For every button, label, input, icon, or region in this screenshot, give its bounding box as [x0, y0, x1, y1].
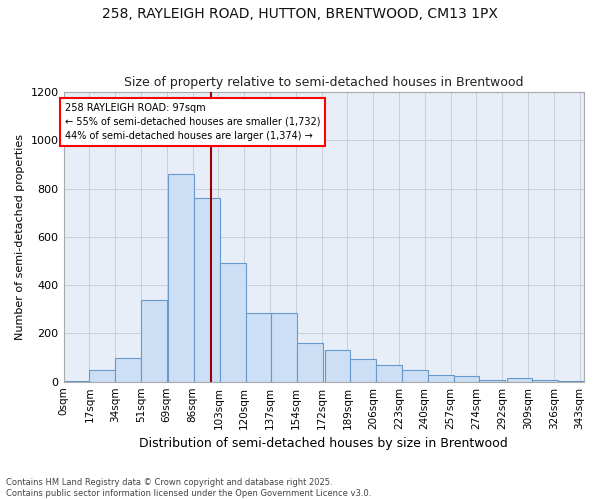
Bar [325, 350, 350, 382]
Bar [115, 358, 141, 382]
Bar [454, 376, 479, 382]
Bar [479, 380, 505, 382]
Bar [245, 313, 271, 382]
Bar [532, 380, 558, 382]
Bar [271, 313, 297, 382]
Bar [350, 359, 376, 382]
Bar [64, 381, 89, 382]
Bar [297, 343, 323, 382]
Text: 258, RAYLEIGH ROAD, HUTTON, BRENTWOOD, CM13 1PX: 258, RAYLEIGH ROAD, HUTTON, BRENTWOOD, C… [102, 8, 498, 22]
Bar [376, 365, 402, 382]
X-axis label: Distribution of semi-detached houses by size in Brentwood: Distribution of semi-detached houses by … [139, 437, 508, 450]
Bar [428, 375, 454, 382]
Y-axis label: Number of semi-detached properties: Number of semi-detached properties [15, 134, 25, 340]
Bar [506, 378, 532, 382]
Bar [89, 370, 115, 382]
Text: Contains HM Land Registry data © Crown copyright and database right 2025.
Contai: Contains HM Land Registry data © Crown c… [6, 478, 371, 498]
Bar [194, 198, 220, 382]
Bar [402, 370, 428, 382]
Bar [220, 264, 245, 382]
Bar [141, 300, 167, 382]
Title: Size of property relative to semi-detached houses in Brentwood: Size of property relative to semi-detach… [124, 76, 524, 90]
Bar [168, 174, 194, 382]
Text: 258 RAYLEIGH ROAD: 97sqm
← 55% of semi-detached houses are smaller (1,732)
44% o: 258 RAYLEIGH ROAD: 97sqm ← 55% of semi-d… [65, 103, 320, 141]
Bar [558, 380, 584, 382]
